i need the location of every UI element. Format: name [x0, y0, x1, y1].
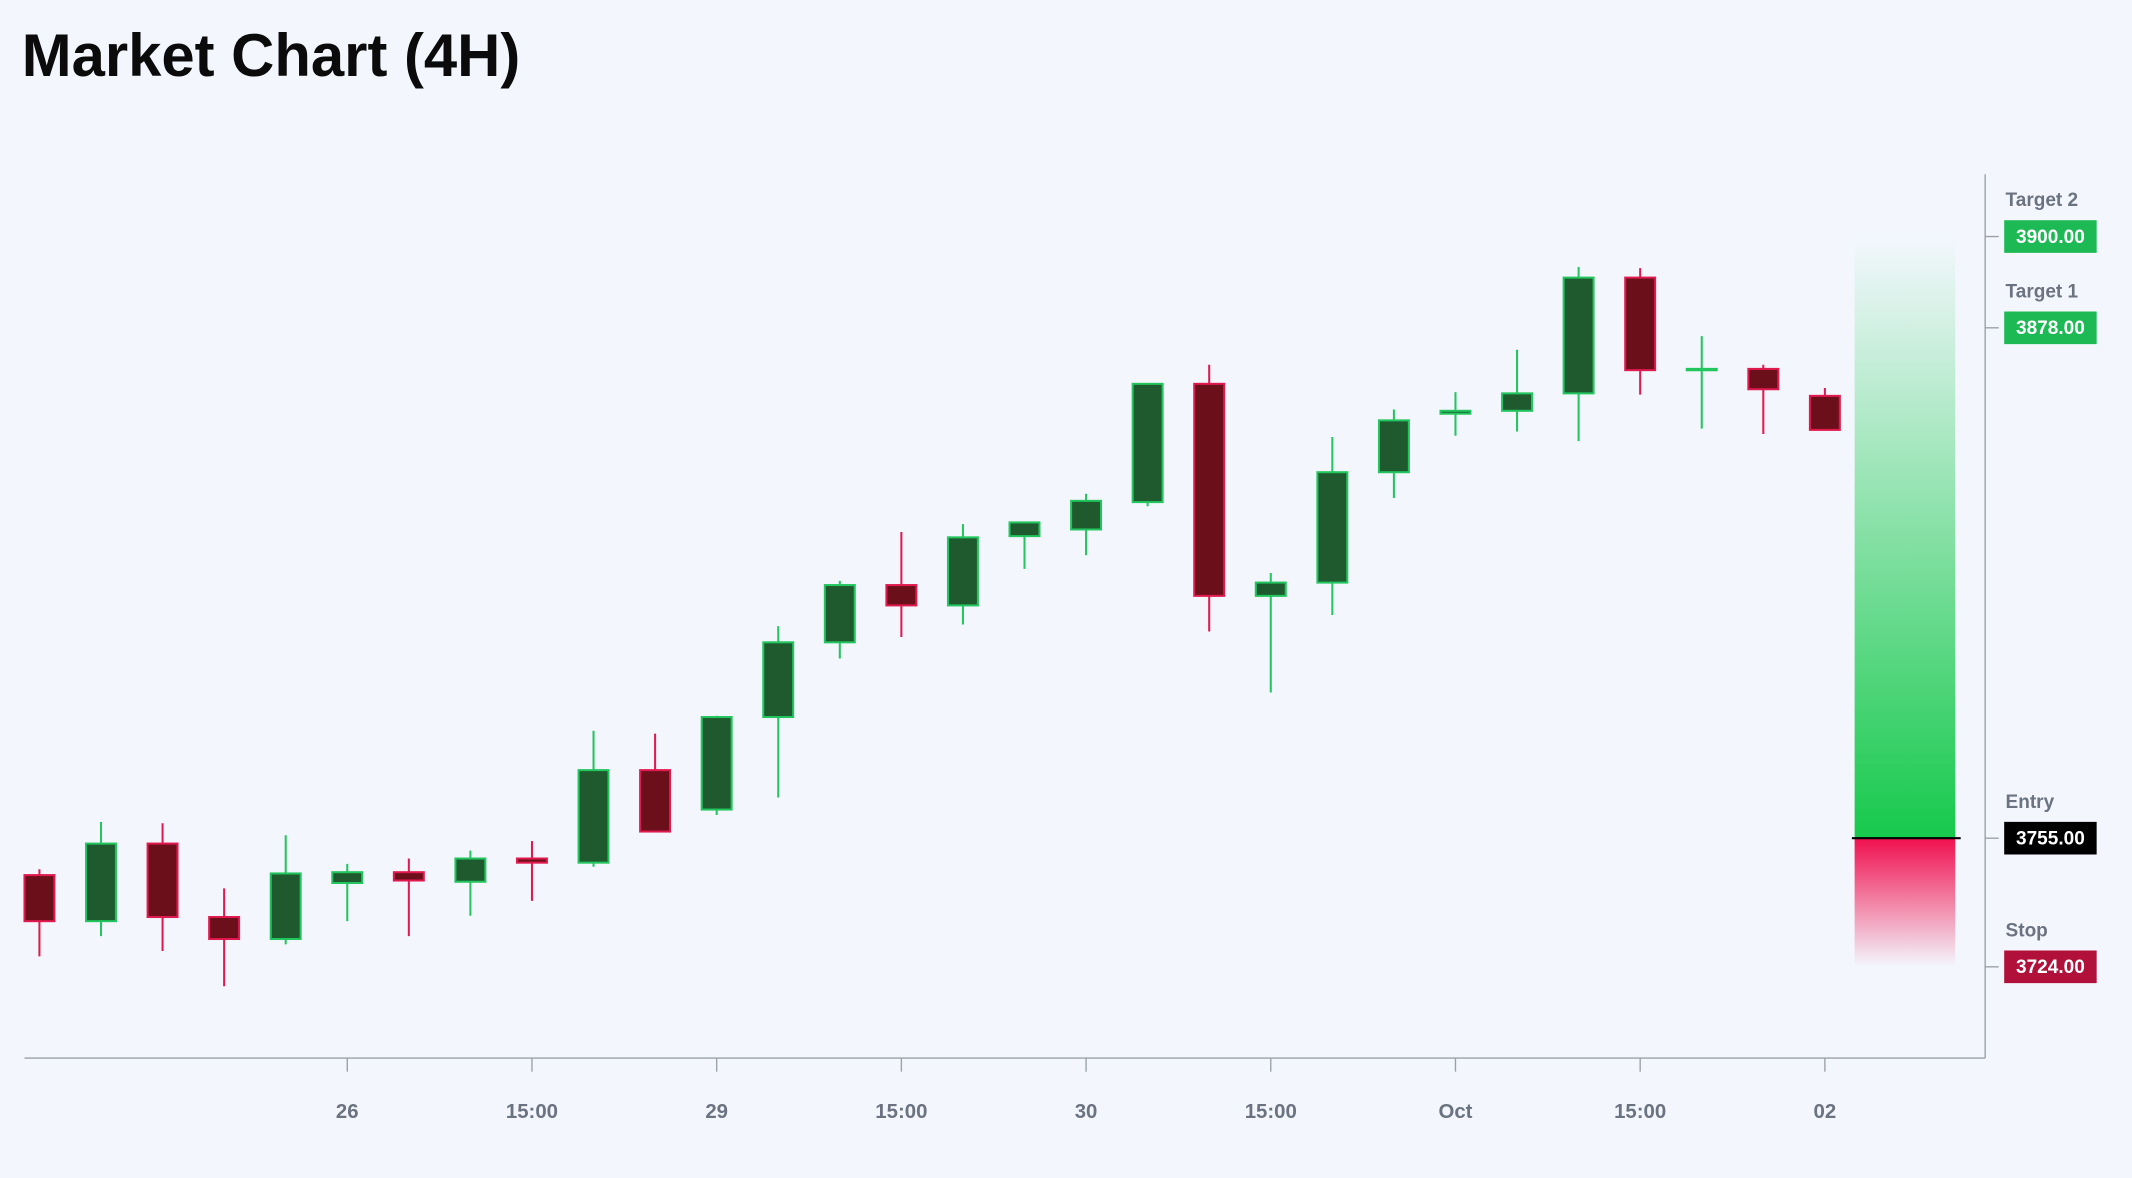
candle-body [392, 871, 425, 882]
x-tick-label: 02 [1814, 1101, 1837, 1123]
candle-body [331, 871, 364, 885]
x-tick-label: 30 [1075, 1101, 1098, 1123]
x-tick-label: 26 [336, 1101, 359, 1123]
candle-body [946, 536, 979, 607]
y-tick-label: 3755.00 [2016, 829, 2085, 850]
level-name: Stop [2006, 920, 2048, 941]
loss-zone [1854, 838, 1956, 967]
candle-body [1439, 409, 1472, 415]
candle-body [1316, 471, 1349, 584]
y-tick-label: 3878.00 [2016, 318, 2085, 339]
candle-body [762, 641, 795, 719]
candle-body [1008, 521, 1041, 538]
candle-body [1685, 367, 1718, 372]
candle-body [700, 716, 733, 811]
chart-title: Market Chart (4H) [22, 22, 521, 89]
candle-body [23, 874, 56, 923]
candle-body [515, 857, 548, 864]
level-name: Target 2 [2006, 190, 2079, 211]
level-name: Target 1 [2006, 281, 2079, 302]
candle-body [1808, 394, 1841, 431]
candle-body [1624, 276, 1657, 372]
candle-body [269, 872, 302, 941]
candle-body [577, 769, 610, 864]
x-tick-label: 15:00 [506, 1101, 558, 1123]
candle-body [1131, 382, 1164, 504]
candle-body [1747, 367, 1780, 391]
candle-body [1377, 419, 1410, 474]
candle-body [1254, 581, 1287, 597]
candle-body [1501, 392, 1534, 412]
candle-body [1193, 382, 1226, 597]
candle-body [85, 842, 117, 923]
y-tick-label: 3900.00 [2016, 227, 2085, 248]
x-tick-label: 15:00 [875, 1101, 927, 1123]
candle-body [208, 915, 241, 941]
level-badge [2004, 220, 2097, 253]
x-tick-label: Oct [1438, 1101, 1472, 1123]
candle-body [1562, 276, 1595, 395]
candle-body [146, 842, 179, 919]
x-tick-label: 15:00 [1245, 1101, 1297, 1123]
candle-body [639, 769, 672, 833]
level-name: Entry [2006, 792, 2055, 813]
level-badge [2004, 821, 2097, 855]
candle-body [454, 857, 487, 883]
level-badge [2004, 950, 2097, 984]
x-tick-label: 15:00 [1614, 1101, 1666, 1123]
profit-zone [1854, 236, 1956, 839]
candle-body [823, 584, 856, 644]
candle-body [885, 584, 918, 607]
candle-body [1070, 499, 1103, 531]
level-badge [2004, 311, 2097, 345]
y-tick-label: 3724.00 [2016, 957, 2085, 978]
x-tick-label: 29 [705, 1101, 728, 1123]
